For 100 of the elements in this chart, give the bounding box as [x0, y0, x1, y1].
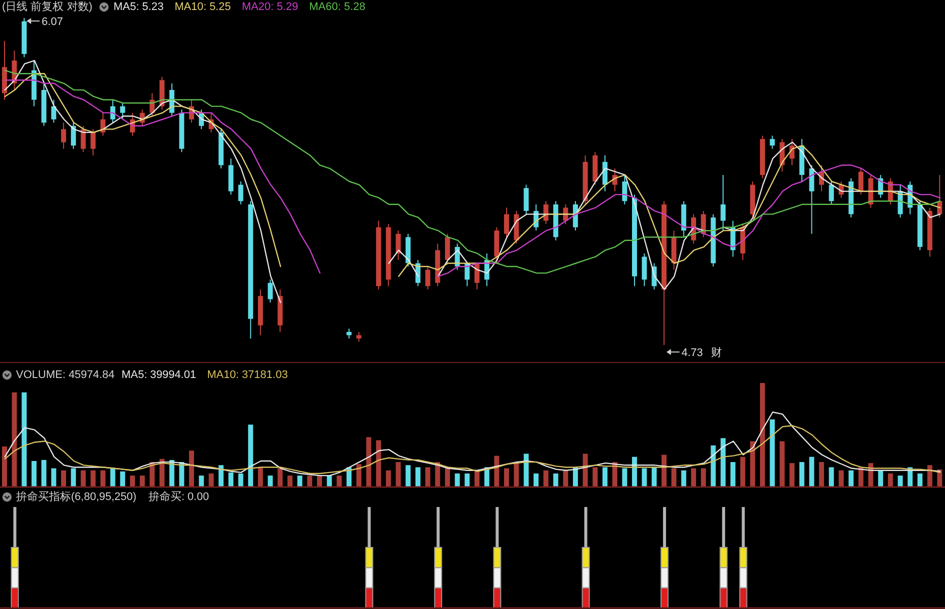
candlestick	[602, 154, 608, 192]
bar	[208, 473, 214, 487]
text: MA5: 5.23	[113, 0, 164, 14]
bar	[120, 471, 126, 487]
text: 财	[710, 346, 722, 359]
candlestick	[70, 122, 76, 150]
candlestick	[444, 233, 450, 264]
bar	[681, 470, 686, 487]
bar	[671, 468, 676, 487]
annotation: 6.07	[42, 16, 64, 28]
candlestick	[828, 181, 834, 205]
text: MA5: 39994.01	[121, 368, 196, 382]
bar	[189, 450, 194, 487]
bar	[504, 468, 510, 487]
bar	[218, 465, 224, 487]
candlestick	[770, 135, 775, 150]
bar	[838, 470, 844, 487]
bar	[662, 454, 667, 487]
bar	[730, 462, 736, 487]
candlestick	[80, 125, 86, 153]
candlestick	[268, 279, 273, 303]
bar	[700, 468, 706, 487]
bar	[317, 476, 322, 487]
bar	[514, 463, 519, 487]
bar	[592, 467, 598, 487]
bar	[336, 476, 342, 487]
text: MA60: 5.28	[309, 0, 366, 14]
bar	[61, 470, 66, 487]
bar	[524, 454, 529, 487]
bar	[90, 470, 96, 487]
bar	[760, 383, 765, 487]
bar	[415, 467, 420, 487]
bar	[720, 438, 726, 487]
bar	[248, 424, 254, 487]
bar	[287, 476, 292, 487]
bar	[642, 468, 647, 487]
bar	[100, 470, 106, 487]
bar	[326, 476, 332, 487]
bar	[454, 473, 460, 487]
candlestick	[622, 174, 628, 205]
bar	[878, 470, 884, 487]
candlestick	[120, 102, 126, 120]
bar	[406, 465, 411, 487]
bar	[790, 463, 794, 487]
bar	[534, 473, 539, 487]
bar	[2, 446, 7, 487]
bar	[750, 441, 756, 487]
candlestick	[504, 207, 510, 238]
bar	[898, 476, 903, 487]
bar	[622, 468, 628, 487]
bar	[582, 454, 588, 487]
bar	[110, 468, 116, 487]
candlestick	[809, 164, 814, 234]
candlestick	[642, 252, 647, 287]
candlestick	[90, 128, 96, 156]
bar	[563, 470, 568, 487]
bar	[238, 473, 244, 487]
chart-title: 拚命买指标(6,80,95,250)	[16, 490, 136, 504]
candlestick	[858, 168, 864, 196]
candlestick	[51, 99, 56, 124]
candlestick	[238, 181, 244, 205]
bar	[770, 419, 775, 487]
bar	[809, 456, 814, 487]
bar	[386, 470, 391, 487]
bar	[464, 473, 470, 487]
bar	[543, 470, 548, 487]
bar	[584, 507, 588, 548]
bar	[268, 476, 273, 487]
bar	[41, 460, 46, 487]
bar	[602, 467, 608, 487]
bar	[819, 462, 824, 487]
bar	[376, 440, 382, 487]
bar	[444, 468, 450, 487]
bar	[722, 507, 726, 548]
bar	[22, 392, 27, 487]
bar	[652, 467, 657, 487]
bar	[553, 473, 558, 487]
bar	[828, 467, 834, 487]
bar	[396, 462, 401, 487]
candlestick	[61, 122, 66, 150]
bar	[496, 507, 499, 548]
bar	[368, 507, 371, 548]
bar	[710, 445, 716, 487]
text: MA20: 5.29	[242, 0, 298, 14]
bar	[740, 456, 746, 487]
bar	[927, 465, 932, 487]
bar	[436, 507, 440, 548]
bar	[356, 464, 362, 487]
bar	[799, 462, 804, 487]
chart-subtitle: 拚命买: 0.00	[148, 490, 209, 504]
candlestick	[346, 328, 352, 339]
bar	[228, 472, 234, 487]
chart-title: VOLUME: 45974.84	[16, 368, 114, 382]
bar	[691, 468, 696, 487]
bar	[307, 476, 312, 487]
candlestick	[524, 184, 529, 215]
bar	[13, 507, 16, 548]
candlestick	[396, 230, 401, 260]
candlestick	[425, 266, 430, 290]
bar	[494, 456, 500, 487]
